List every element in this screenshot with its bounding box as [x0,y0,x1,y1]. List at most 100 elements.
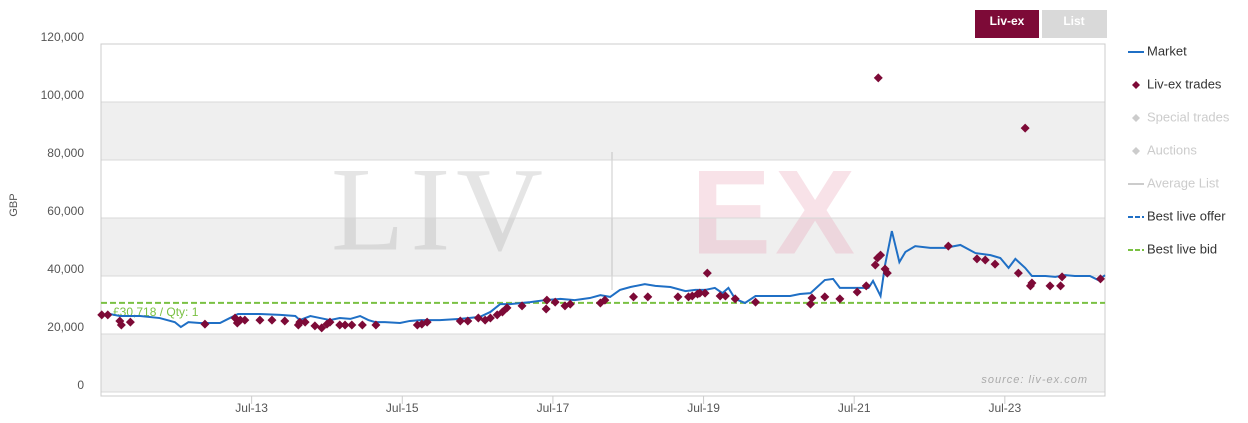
legend-label: Best live offer [1147,208,1226,223]
trade-point [422,317,432,327]
trade-point [861,281,871,291]
trade-point [730,294,740,304]
trade-point [371,320,381,330]
watermark: LIV [331,143,549,276]
trade-point [870,260,880,270]
legend-label: Average List [1147,175,1219,190]
trade-point [876,250,886,260]
y-tick-label: 120,000 [41,30,85,44]
trade-point [751,297,761,307]
trade-point [485,313,495,323]
trade-point [1057,272,1067,282]
trade-point [541,304,551,314]
trade-point [806,299,816,309]
trade-point [820,292,830,302]
trade-point [852,287,862,297]
y-axis-label: GBP [8,193,20,216]
trade-point [455,316,465,326]
legend-item[interactable]: Special trades [1132,109,1230,124]
legend-label: Liv-ex trades [1147,76,1222,91]
trade-point [720,291,730,301]
trade-point [1056,281,1066,291]
trade-point [1045,281,1055,291]
trade-point [125,317,135,327]
trade-point [347,320,357,330]
legend-marker [1132,114,1140,122]
trade-point [97,310,107,320]
trade-point [240,315,250,325]
trade-point [943,241,953,251]
trade-point [972,254,982,264]
x-tick-label: Jul-17 [537,401,570,415]
x-tick-label: Jul-21 [838,401,871,415]
trade-point [873,73,883,83]
x-tick-label: Jul-19 [687,401,720,415]
plot-border [100,43,1106,397]
trade-point [357,320,367,330]
trade-point [255,315,265,325]
trade-point [295,317,305,327]
legend-label: Best live bid [1147,241,1217,256]
trade-point [990,259,1000,269]
trade-point [807,293,817,303]
trade-point [700,288,710,298]
legend-label: Special trades [1147,109,1230,124]
trade-point [317,323,327,333]
y-tick-label: 100,000 [41,88,85,102]
trade-point [695,288,705,298]
toggle-button[interactable]: List [1042,10,1107,38]
trade-point [1027,278,1037,288]
trade-point [473,313,483,323]
x-tick-label: Jul-23 [988,401,1021,415]
trade-point [565,299,575,309]
trade-point [300,317,310,327]
legend-item[interactable]: Liv-ex trades [1132,76,1222,91]
trade-point [1013,268,1023,278]
plot-band [101,102,1105,160]
button-bg [1042,10,1107,38]
toggle-button[interactable]: Liv-ex [975,10,1039,38]
trade-point [310,321,320,331]
trade-point [267,315,277,325]
trade-point [673,292,683,302]
y-tick-label: 0 [77,378,84,392]
trade-point [980,255,990,265]
button-bg [975,10,1039,38]
trade-point [542,295,552,305]
y-tick-label: 40,000 [47,262,84,276]
trade-point [600,295,610,305]
trade-point [629,292,639,302]
trade-point [882,268,892,278]
x-tick-label: Jul-13 [235,401,268,415]
legend-label: Auctions [1147,142,1197,157]
trade-point [335,320,345,330]
trade-point [463,316,473,326]
legend-item[interactable]: Average List [1128,175,1219,190]
legend-marker [1132,81,1140,89]
trade-point [1095,274,1105,284]
plot-band [101,334,1105,392]
trade-point [325,317,335,327]
legend-label: Market [1147,43,1187,58]
trade-point [103,310,113,320]
legend-item[interactable]: Auctions [1132,142,1197,157]
trade-point [643,292,653,302]
y-tick-label: 20,000 [47,320,84,334]
watermark: EX [691,146,859,280]
trade-point [280,316,290,326]
legend-item[interactable]: Market [1128,43,1187,58]
trade-point [235,315,245,325]
button-label: Liv-ex [990,14,1025,28]
trade-point [340,320,350,330]
trade-point [835,294,845,304]
legend-item[interactable]: Best live bid [1128,241,1217,256]
trade-point [550,297,560,307]
trade-point [200,319,210,329]
legend-item[interactable]: Best live offer [1128,208,1226,223]
trade-point [1020,123,1030,133]
legend-marker [1132,147,1140,155]
source-note: source: liv-ex.com [981,374,1088,386]
trade-point [116,320,126,330]
trade-point [702,268,712,278]
